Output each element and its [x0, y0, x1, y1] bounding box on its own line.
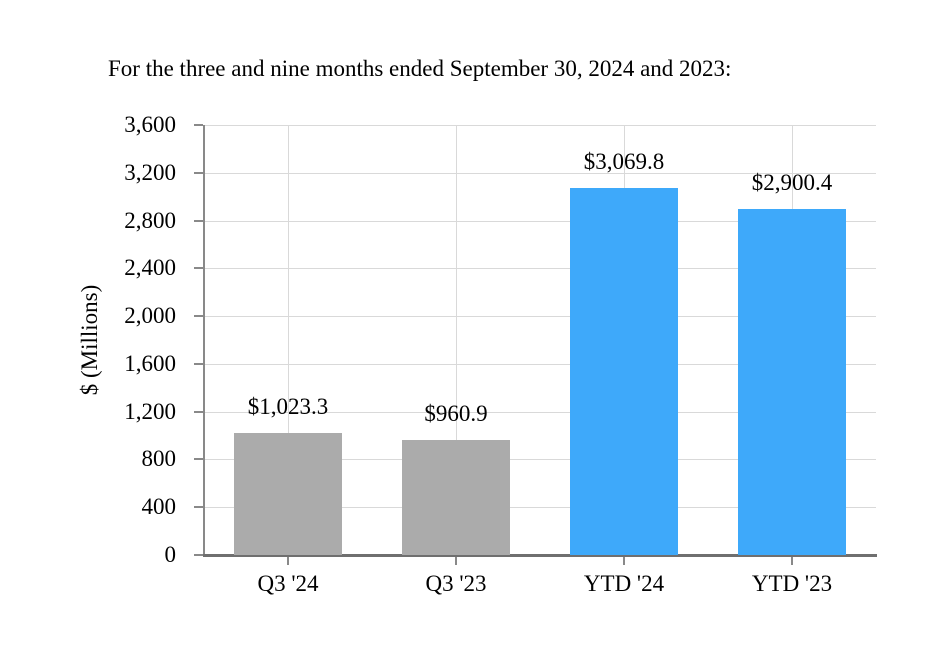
- x-axis-tick-mark: [791, 557, 793, 565]
- y-tick-label: 1,200: [124, 398, 176, 424]
- x-axis-tick-mark: [287, 557, 289, 565]
- horizontal-gridline: [204, 172, 876, 174]
- y-axis-tick-mark: [194, 362, 203, 365]
- y-tick-label: 1,600: [124, 350, 176, 376]
- vertical-gridline: [456, 125, 457, 555]
- x-axis-line: [203, 554, 877, 557]
- y-axis-line: [203, 125, 205, 556]
- bar-value-label: $3,069.8: [583, 149, 665, 174]
- bar-value-label: $2,900.4: [751, 170, 833, 195]
- horizontal-gridline: [204, 316, 876, 318]
- category-label: Q3 '24: [257, 571, 319, 596]
- y-tick-label: 2,400: [124, 255, 176, 281]
- horizontal-gridline: [204, 507, 876, 509]
- vertical-gridline: [288, 125, 289, 555]
- bar-value-label: $1,023.3: [247, 394, 329, 419]
- horizontal-gridline: [204, 125, 876, 126]
- category-label: YTD '23: [751, 571, 833, 596]
- y-tick-label: 3,200: [124, 159, 176, 185]
- horizontal-gridline: [204, 220, 876, 222]
- y-tick-label: 800: [141, 446, 177, 472]
- category-label: Q3 '23: [425, 571, 487, 596]
- bar-value-label: $960.9: [424, 401, 488, 426]
- y-tick-label: 0: [164, 542, 177, 567]
- y-tick-label: 2,000: [124, 303, 176, 329]
- x-axis-tick-mark: [623, 557, 625, 565]
- y-axis-tick-mark: [194, 410, 203, 413]
- horizontal-gridline: [204, 268, 876, 270]
- horizontal-gridline: [204, 459, 876, 461]
- bar-q3-23: [402, 440, 510, 555]
- y-axis-tick-mark: [194, 267, 203, 270]
- bar-ytd-24: [570, 188, 678, 555]
- horizontal-gridline: [204, 411, 876, 413]
- y-tick-label: 3,600: [124, 112, 176, 137]
- y-axis-tick-mark: [194, 506, 203, 509]
- y-axis-tick-mark: [194, 458, 203, 461]
- y-tick-label: 2,800: [124, 207, 176, 233]
- y-axis-title: $ (Millions): [77, 284, 102, 396]
- chart-title: For the three and nine months ended Sept…: [108, 56, 732, 81]
- y-axis-tick-mark: [194, 315, 203, 318]
- y-axis-tick-mark: [194, 171, 203, 174]
- y-tick-label: 400: [141, 494, 177, 520]
- bar-ytd-23: [738, 209, 846, 555]
- bar-q3-24: [234, 433, 342, 555]
- horizontal-gridline: [204, 363, 876, 365]
- y-axis-tick-mark: [194, 124, 203, 126]
- y-axis-tick-mark: [194, 219, 203, 222]
- y-axis-tick-mark: [194, 554, 203, 556]
- x-axis-tick-mark: [455, 557, 457, 565]
- category-label: YTD '24: [583, 571, 665, 596]
